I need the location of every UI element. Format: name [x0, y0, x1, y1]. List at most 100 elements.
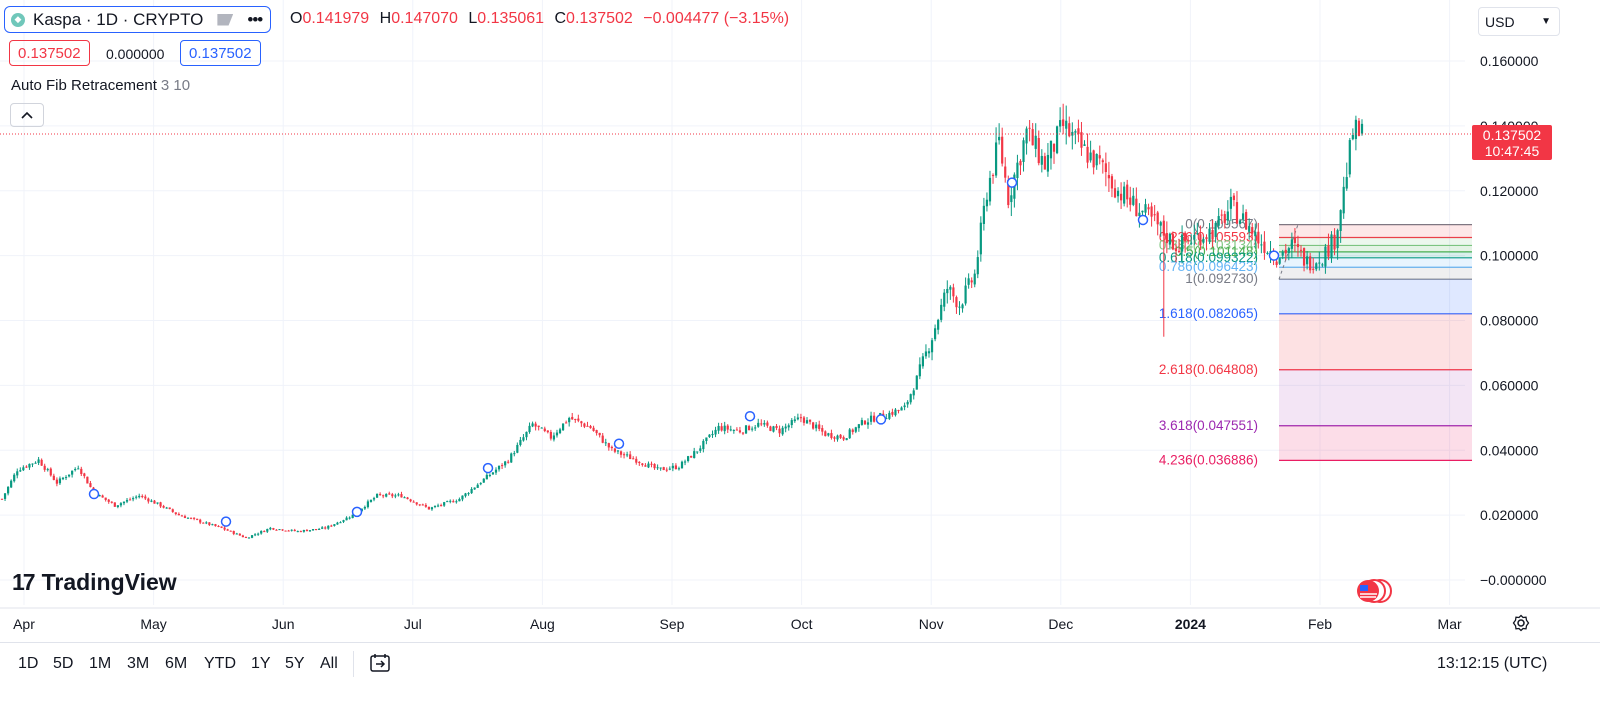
- candle-body: [1098, 155, 1101, 159]
- timeframe-1d[interactable]: 1D: [18, 655, 39, 672]
- candle-body: [1336, 230, 1339, 249]
- time-axis[interactable]: Apr May Jun Jul Aug Sep Oct Nov Dec 2024 Feb Mar: [0, 607, 1600, 632]
- candle-body: [415, 502, 418, 505]
- candle-body: [369, 499, 373, 502]
- candle-body: [863, 420, 867, 425]
- candle-body: [1116, 190, 1120, 197]
- indicator-legend[interactable]: Auto Fib Retracement 3 10: [11, 77, 190, 94]
- candle-body: [555, 432, 559, 436]
- collapse-legend-button[interactable]: [10, 103, 44, 127]
- buy-price-button[interactable]: 0.137502: [180, 40, 261, 66]
- candle-body: [626, 454, 629, 456]
- candle-body: [1318, 262, 1321, 264]
- candle-body: [1327, 245, 1330, 257]
- candle-body: [976, 257, 979, 275]
- candle-body: [565, 422, 568, 424]
- more-dots-icon[interactable]: •••: [247, 9, 263, 29]
- timeframe-6m[interactable]: 6M: [165, 655, 188, 672]
- date-range-icon[interactable]: [368, 651, 392, 675]
- event-marker[interactable]: [220, 516, 232, 527]
- candle-body: [598, 432, 601, 436]
- candle-body: [128, 499, 132, 501]
- sell-price-button[interactable]: 0.137502: [9, 40, 90, 66]
- settings-gear-icon[interactable]: [1512, 614, 1530, 632]
- candle-body: [77, 468, 80, 470]
- candle-body: [522, 437, 525, 441]
- candle-body: [1306, 256, 1309, 265]
- candle-body: [909, 394, 912, 403]
- event-marker[interactable]: [1137, 214, 1149, 226]
- event-marker[interactable]: [875, 414, 887, 425]
- symbol-title: Kaspa · 1D · CRYPTO: [33, 9, 204, 29]
- timeframe-1m[interactable]: 1M: [89, 655, 112, 672]
- candle-body: [22, 467, 25, 471]
- candle-body: [1059, 120, 1062, 127]
- candle-body: [1046, 154, 1050, 172]
- currency-select[interactable]: USD ▼: [1478, 7, 1560, 36]
- candle-body: [156, 502, 159, 504]
- candle-body: [260, 530, 263, 534]
- x-tick-label: Aug: [530, 616, 555, 632]
- candle-body: [552, 435, 556, 440]
- candle-body: [1107, 175, 1111, 179]
- candle-body: [452, 501, 455, 503]
- candle-body: [1199, 234, 1202, 246]
- event-marker[interactable]: [613, 438, 625, 450]
- fib-level-label: 3.618(0.047551): [1159, 418, 1258, 433]
- fib-zone: [1279, 267, 1472, 280]
- symbol-title-button[interactable]: ◆ Kaspa · 1D · CRYPTO •••: [4, 6, 272, 33]
- timeframe-1y[interactable]: 1Y: [251, 655, 271, 672]
- candle-body: [845, 438, 848, 441]
- candle-body: [424, 504, 427, 507]
- candle-body: [1113, 188, 1117, 198]
- candle-body: [580, 421, 583, 424]
- candle-body: [1132, 195, 1135, 205]
- candle-body: [842, 437, 845, 440]
- candle-body: [888, 412, 891, 419]
- event-marker[interactable]: [1268, 250, 1280, 261]
- candle-body: [278, 529, 281, 531]
- candle-body: [193, 517, 196, 519]
- candle-body: [0, 498, 4, 500]
- candle-body: [583, 423, 586, 427]
- candle-body: [595, 430, 598, 434]
- bar-countdown: 10:47:45: [1484, 143, 1540, 159]
- candle-body: [333, 524, 336, 526]
- event-marker[interactable]: [351, 506, 363, 518]
- candle-body: [525, 431, 528, 438]
- timeframe-3m[interactable]: 3M: [127, 655, 150, 672]
- candle-body: [937, 319, 940, 330]
- price-axis[interactable]: 0.1600000.1400000.1200000.1000000.080000…: [1480, 53, 1547, 588]
- candle-body: [802, 417, 806, 423]
- timeframe-5d[interactable]: 5D: [53, 655, 74, 672]
- candle-body: [449, 500, 452, 502]
- candle-body: [43, 465, 46, 470]
- timeframe-ytd[interactable]: YTD: [204, 655, 236, 672]
- candle-body: [196, 518, 199, 520]
- candle-body: [1357, 120, 1361, 136]
- candle-body: [433, 505, 437, 507]
- candle-body: [482, 478, 485, 483]
- event-marker[interactable]: [482, 462, 494, 474]
- candle-body: [537, 425, 540, 428]
- us-flag-icon[interactable]: [1352, 578, 1392, 604]
- candle-body: [1217, 216, 1220, 226]
- utc-clock[interactable]: 13:12:15 (UTC): [1437, 655, 1548, 672]
- event-marker[interactable]: [1006, 177, 1018, 188]
- candle-body: [604, 442, 607, 444]
- candle-body: [1180, 234, 1184, 252]
- candle-body: [1001, 136, 1004, 164]
- timeframe-5y[interactable]: 5Y: [285, 655, 305, 672]
- candle-body: [1360, 123, 1364, 134]
- flag-icon[interactable]: [217, 13, 234, 26]
- candle-body: [58, 478, 62, 484]
- timeframe-all[interactable]: All: [320, 655, 338, 672]
- event-marker[interactable]: [744, 410, 756, 422]
- candle-body: [226, 529, 229, 531]
- candle-body: [116, 505, 119, 508]
- event-marker[interactable]: [88, 488, 100, 500]
- candle-body: [1004, 166, 1007, 178]
- candle-body: [208, 522, 211, 525]
- candle-body: [754, 427, 757, 429]
